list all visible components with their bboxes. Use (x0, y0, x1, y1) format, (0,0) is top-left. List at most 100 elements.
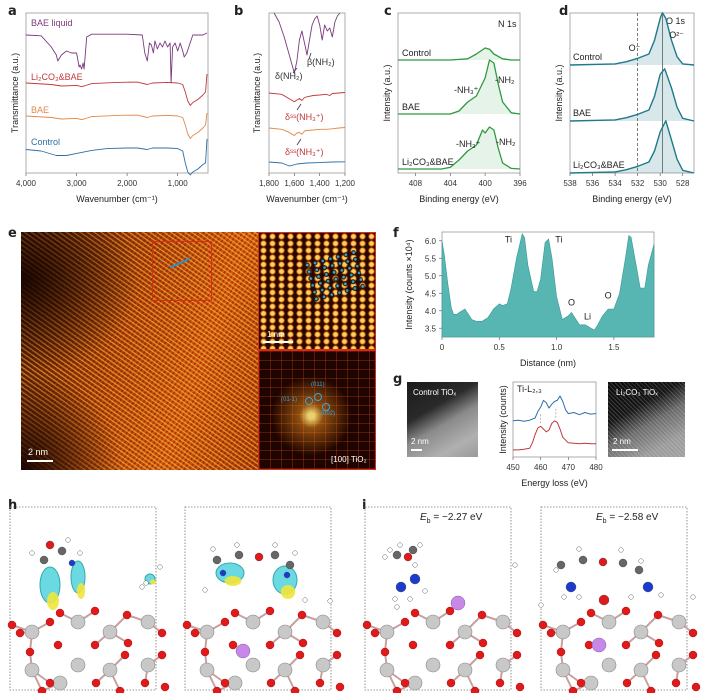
eb-left-value: = −2.27 eV (430, 512, 483, 523)
o-atom (55, 608, 65, 618)
chart-f-intensity-profile: 0 0.5 1.0 1.5 Distance (nm) Intensity (counts… (404, 231, 655, 368)
o-atom (157, 628, 167, 638)
o-atom (410, 608, 420, 618)
ti-atom (227, 675, 243, 691)
ti-atom (457, 624, 473, 640)
series-line-2 (398, 126, 521, 170)
structure-h-control (7, 506, 170, 693)
fft-index-002: (002) (321, 411, 336, 417)
y-tick-label: 6.0 (425, 237, 437, 246)
panel-label-e: e (8, 226, 17, 241)
panel-label-d: d (559, 4, 569, 19)
o-atom (265, 606, 275, 616)
h-atom (327, 598, 333, 604)
fft-image: (011) (01-1) (002) [100] TiO₂ (258, 350, 376, 470)
series-line-0 (512, 395, 597, 422)
charge-accumulation-isosurface (76, 583, 86, 599)
o-atom (122, 610, 132, 620)
x-axis-label: Wavenumber (cm⁻¹) (266, 194, 347, 204)
ti-atom (199, 624, 215, 640)
structure-h-li (182, 506, 345, 693)
fft-index-011: (011) (311, 382, 325, 388)
molecule-atom (285, 560, 295, 570)
h-atom (638, 558, 644, 564)
molecule-atom (565, 581, 577, 593)
o-atom (688, 628, 698, 638)
ti-atom (24, 624, 40, 640)
o-atom (90, 640, 100, 650)
x-axis-label: Wavenumber (cm⁻¹) (76, 194, 157, 204)
control-tiox-label: Control TiOₓ (413, 388, 457, 397)
x-axis-label: Distance (nm) (520, 358, 576, 368)
ti-atom (102, 624, 118, 640)
haadf-image: 2 nm (21, 232, 258, 470)
y-axis-label: Intensity (a.u.) (554, 64, 564, 121)
o-atom (653, 610, 663, 620)
h-atom (29, 550, 35, 556)
ti-atom (24, 662, 40, 678)
series-label: BAE (402, 102, 420, 112)
series-fill-0 (398, 48, 520, 60)
series-label: Li₂CO₃&BAE (31, 72, 83, 82)
ti-atom (555, 624, 571, 640)
molecule-atom (283, 571, 291, 579)
binding-energy-right: Eb = −2.58 eV (596, 512, 658, 525)
ti-atom (457, 662, 473, 678)
series-fill-1 (398, 60, 520, 114)
h-atom (618, 547, 624, 553)
scale-bar-label: 2 nm (28, 447, 49, 457)
fft-spot-002 (322, 403, 330, 411)
x-tick-label: 3,000 (67, 179, 88, 188)
o-atom (200, 647, 210, 657)
series-line-3 (268, 161, 346, 167)
ti-atom (633, 662, 649, 678)
h-atom (387, 547, 393, 553)
o-atom (298, 638, 308, 648)
x-tick-label: 530 (654, 179, 668, 188)
h-atom (412, 562, 418, 568)
o-atom (290, 686, 300, 693)
molecule-atom (642, 581, 654, 593)
series-fill-1 (570, 68, 694, 121)
molecule-atom (634, 565, 644, 575)
intensity-profile-area (441, 233, 655, 338)
annotation-delta-nh3-2: δˢˢ(NH₃⁺) (285, 147, 324, 157)
li2co3-tiox-image: Li₂CO₃ TiOₓ 2 nm (608, 382, 685, 457)
plot-frame (512, 381, 597, 458)
series-line-1 (513, 420, 596, 451)
ti-atom (140, 614, 156, 630)
control-tiox-image: Control TiOₓ 2 nm (407, 382, 478, 457)
o-atom (400, 617, 410, 627)
chart-c-xps-n1s: 408 404 400 396 Binding energy (eV) Intensity… (382, 12, 527, 204)
o-atom (576, 617, 586, 627)
h-atom (417, 542, 423, 548)
series-label: BAE liquid (31, 18, 73, 28)
series-line-1 (268, 92, 346, 103)
x-tick-label: 528 (676, 179, 690, 188)
h-atom (397, 542, 403, 548)
o-atom (335, 682, 345, 692)
h-atom (538, 602, 544, 608)
eb-left-symbol: E (420, 512, 427, 523)
o-atom (400, 678, 410, 688)
o-atom (7, 620, 17, 630)
h-atom (512, 562, 518, 568)
o-atom (370, 628, 380, 638)
o-atom (586, 608, 596, 618)
panel-label-b: b (234, 4, 244, 19)
o-atom (515, 682, 525, 692)
molecule-atom (395, 581, 407, 593)
chart-a-ftir: 4,000 3,000 2,000 1,000 Wavenumber (cm⁻¹) Tra… (10, 12, 209, 204)
chart-title: O 1s (666, 16, 686, 26)
ti-atom (140, 657, 156, 673)
li2co3-tiox-label: Li₂CO₃ TiOₓ (616, 388, 658, 397)
series-line-1 (569, 68, 695, 122)
x-tick-label: 1,800 (259, 179, 280, 188)
o-atom (295, 650, 305, 660)
molecule-atom (598, 557, 608, 567)
y-axis-label: Transmittance (a.u.) (10, 53, 20, 133)
series-line-1 (25, 73, 208, 106)
molecule-atom (39, 555, 49, 565)
series-label: Li₂CO₃&BAE (402, 157, 454, 167)
molecule-atom (409, 573, 421, 585)
